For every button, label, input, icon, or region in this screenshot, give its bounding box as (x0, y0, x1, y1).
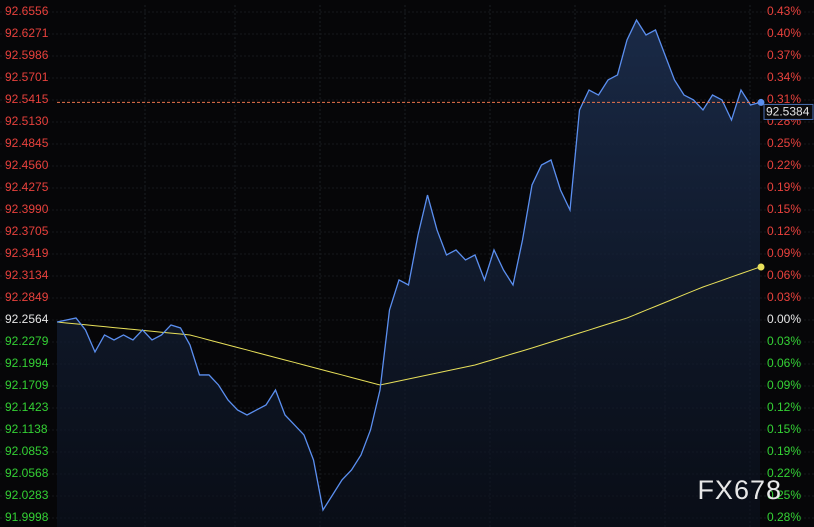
y2-tick-label: 0.25% (767, 488, 801, 502)
y2-tick-label: 0.15% (767, 202, 801, 216)
y-tick-label: 92.5415 (5, 92, 49, 106)
y-tick-label: 92.0853 (5, 444, 49, 458)
y2-tick-label: 0.06% (767, 356, 801, 370)
y2-tick-label: 0.22% (767, 466, 801, 480)
watermark: FX678 (697, 475, 782, 505)
y-tick-label: 92.1423 (5, 400, 49, 414)
y-tick-label: 92.4845 (5, 136, 49, 150)
y-tick-label: 92.3705 (5, 224, 49, 238)
last-price-box (763, 103, 814, 120)
y-tick-label: 92.1709 (5, 378, 49, 392)
y-tick-label: 92.6556 (5, 4, 49, 18)
y-tick-label: 92.1994 (5, 356, 49, 370)
y2-tick-label: 0.37% (767, 48, 801, 62)
end-dot (757, 263, 765, 271)
y-tick-label: 92.6271 (5, 26, 49, 40)
y2-tick-label: 0.28% (767, 510, 801, 524)
y2-tick-label: 0.22% (767, 158, 801, 172)
y2-tick-label: 0.12% (767, 224, 801, 238)
line (56, 18, 761, 512)
line (56, 266, 761, 386)
y-tick-label: 92.2849 (5, 290, 49, 304)
y-tick-label: 92.5701 (5, 70, 49, 84)
y2-tick-label: 0.25% (767, 136, 801, 150)
y-tick-label: 92.4275 (5, 180, 49, 194)
y2-tick-label: 0.03% (767, 290, 801, 304)
y-tick-label: 92.3419 (5, 246, 49, 260)
y2-tick-label: 0.00% (767, 312, 801, 326)
y2-tick-label: 0.09% (767, 378, 801, 392)
y-tick-label: 92.2564 (5, 312, 49, 326)
y2-tick-label: 0.34% (767, 70, 801, 84)
y2-tick-label: 0.15% (767, 422, 801, 436)
y2-tick-label: 0.40% (767, 26, 801, 40)
y-tick-label: 92.3134 (5, 268, 49, 282)
y2-tick-label: 0.09% (767, 246, 801, 260)
y-tick-label: 92.0568 (5, 466, 49, 480)
y-tick-label: 91.9998 (5, 510, 49, 524)
y2-tick-label: 0.06% (767, 268, 801, 282)
y2-tick-label: 0.12% (767, 400, 801, 414)
end-dot (757, 98, 765, 106)
y-tick-label: 92.3990 (5, 202, 49, 216)
y-tick-label: 92.5986 (5, 48, 49, 62)
last-price-label: 92.5384 (766, 105, 810, 119)
y2-tick-label: 0.03% (767, 334, 801, 348)
y2-tick-label: 0.31% (767, 92, 801, 106)
area (57, 20, 760, 527)
y-tick-label: 92.4560 (5, 158, 49, 172)
y-tick-label: 92.1138 (5, 422, 48, 436)
y2-tick-label: 0.19% (767, 444, 801, 458)
y-tick-label: 92.0283 (5, 488, 49, 502)
y-tick-label: 92.2279 (5, 334, 49, 348)
y2-tick-label: 0.43% (767, 4, 801, 18)
y2-tick-label: 0.19% (767, 180, 801, 194)
y-tick-label: 92.5130 (5, 114, 49, 128)
